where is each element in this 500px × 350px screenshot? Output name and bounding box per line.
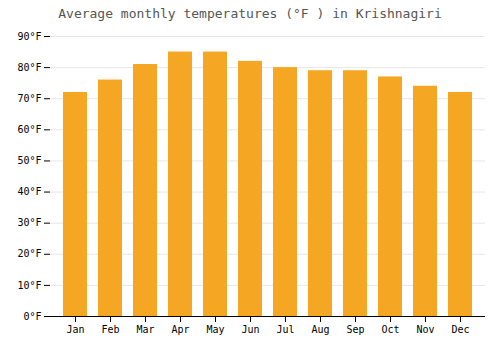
svg-text:Dec: Dec [451,324,469,335]
svg-text:90°F: 90°F [17,31,41,42]
svg-text:May: May [206,324,224,335]
svg-text:40°F: 40°F [17,186,41,197]
svg-text:Jun: Jun [241,324,259,335]
svg-text:Jul: Jul [276,324,294,335]
svg-text:80°F: 80°F [17,62,41,73]
svg-text:70°F: 70°F [17,93,41,104]
svg-text:Aug: Aug [311,324,329,335]
svg-text:Jan: Jan [66,324,84,335]
svg-text:Nov: Nov [416,324,434,335]
svg-text:50°F: 50°F [17,155,41,166]
svg-text:10°F: 10°F [17,280,41,291]
svg-text:Oct: Oct [381,324,399,335]
svg-text:30°F: 30°F [17,217,41,228]
svg-text:60°F: 60°F [17,124,41,135]
svg-text:Feb: Feb [101,324,119,335]
html-text:Average monthly temperatures (: Average monthly temperatures (°F ) in Kr… [58,6,442,21]
svg-text:0°F: 0°F [23,311,41,322]
svg-text:20°F: 20°F [17,248,41,259]
svg-text:Mar: Mar [136,324,154,335]
svg-text:Sep: Sep [346,324,364,335]
svg-text:Apr: Apr [171,324,189,335]
